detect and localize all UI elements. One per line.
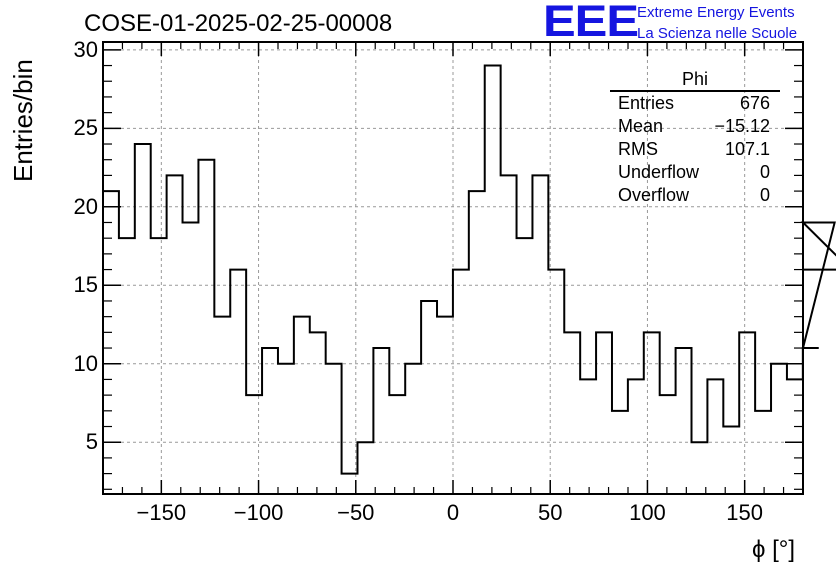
stats-row-mean: Mean −15.12	[610, 115, 780, 138]
x-tick-label: −50	[337, 500, 375, 525]
x-tick-label: 0	[446, 500, 460, 525]
x-tick-label: −150	[136, 500, 187, 525]
y-tick-label: 30	[73, 36, 98, 62]
stats-label: RMS	[618, 139, 658, 159]
x-tick-label: 100	[629, 500, 666, 525]
stats-value: 107.1	[724, 139, 770, 159]
y-tick-label: 20	[73, 193, 98, 219]
stats-label: Underflow	[618, 162, 700, 182]
stats-title: Phi	[610, 68, 780, 92]
stats-row-underflow: Underflow 0	[610, 161, 780, 184]
stats-value: 0	[759, 185, 770, 205]
y-tick-label: 25	[73, 115, 98, 141]
stats-value: 676	[739, 93, 770, 113]
histogram-series	[103, 64, 836, 475]
stats-value: 0	[759, 162, 770, 182]
y-axis-label: Entries/bin	[8, 59, 38, 182]
stats-label: Overflow	[618, 185, 690, 205]
y-tick-label: 15	[73, 272, 98, 298]
axis-ticks	[102, 42, 804, 494]
stats-row-overflow: Overflow 0	[610, 184, 780, 207]
stats-value: −15.12	[714, 116, 770, 136]
stats-label: Entries	[618, 93, 675, 113]
plot-title: COSE-01-2025-02-25-00008	[84, 10, 393, 37]
stats-box: Phi Entries 676 Mean −15.12 RMS 107.1 Un…	[610, 68, 780, 207]
x-tick-label: 50	[537, 500, 563, 525]
x-tick-label: −100	[233, 500, 284, 525]
stats-label: Mean	[618, 116, 664, 136]
y-tick-label: 10	[73, 350, 98, 376]
logo-line-2: La Scienza nelle Scuole	[637, 25, 798, 42]
stats-row-rms: RMS 107.1	[610, 138, 780, 161]
eee-logo: EEE	[543, 0, 639, 46]
x-axis-label: ϕ [°]	[752, 536, 796, 563]
plot-frame	[102, 41, 804, 495]
x-tick-label: 150	[726, 500, 764, 525]
logo-line-1: Extreme Energy Events	[637, 4, 795, 21]
stats-row-entries: Entries 676	[610, 92, 780, 115]
y-tick-label: 5	[85, 429, 98, 455]
